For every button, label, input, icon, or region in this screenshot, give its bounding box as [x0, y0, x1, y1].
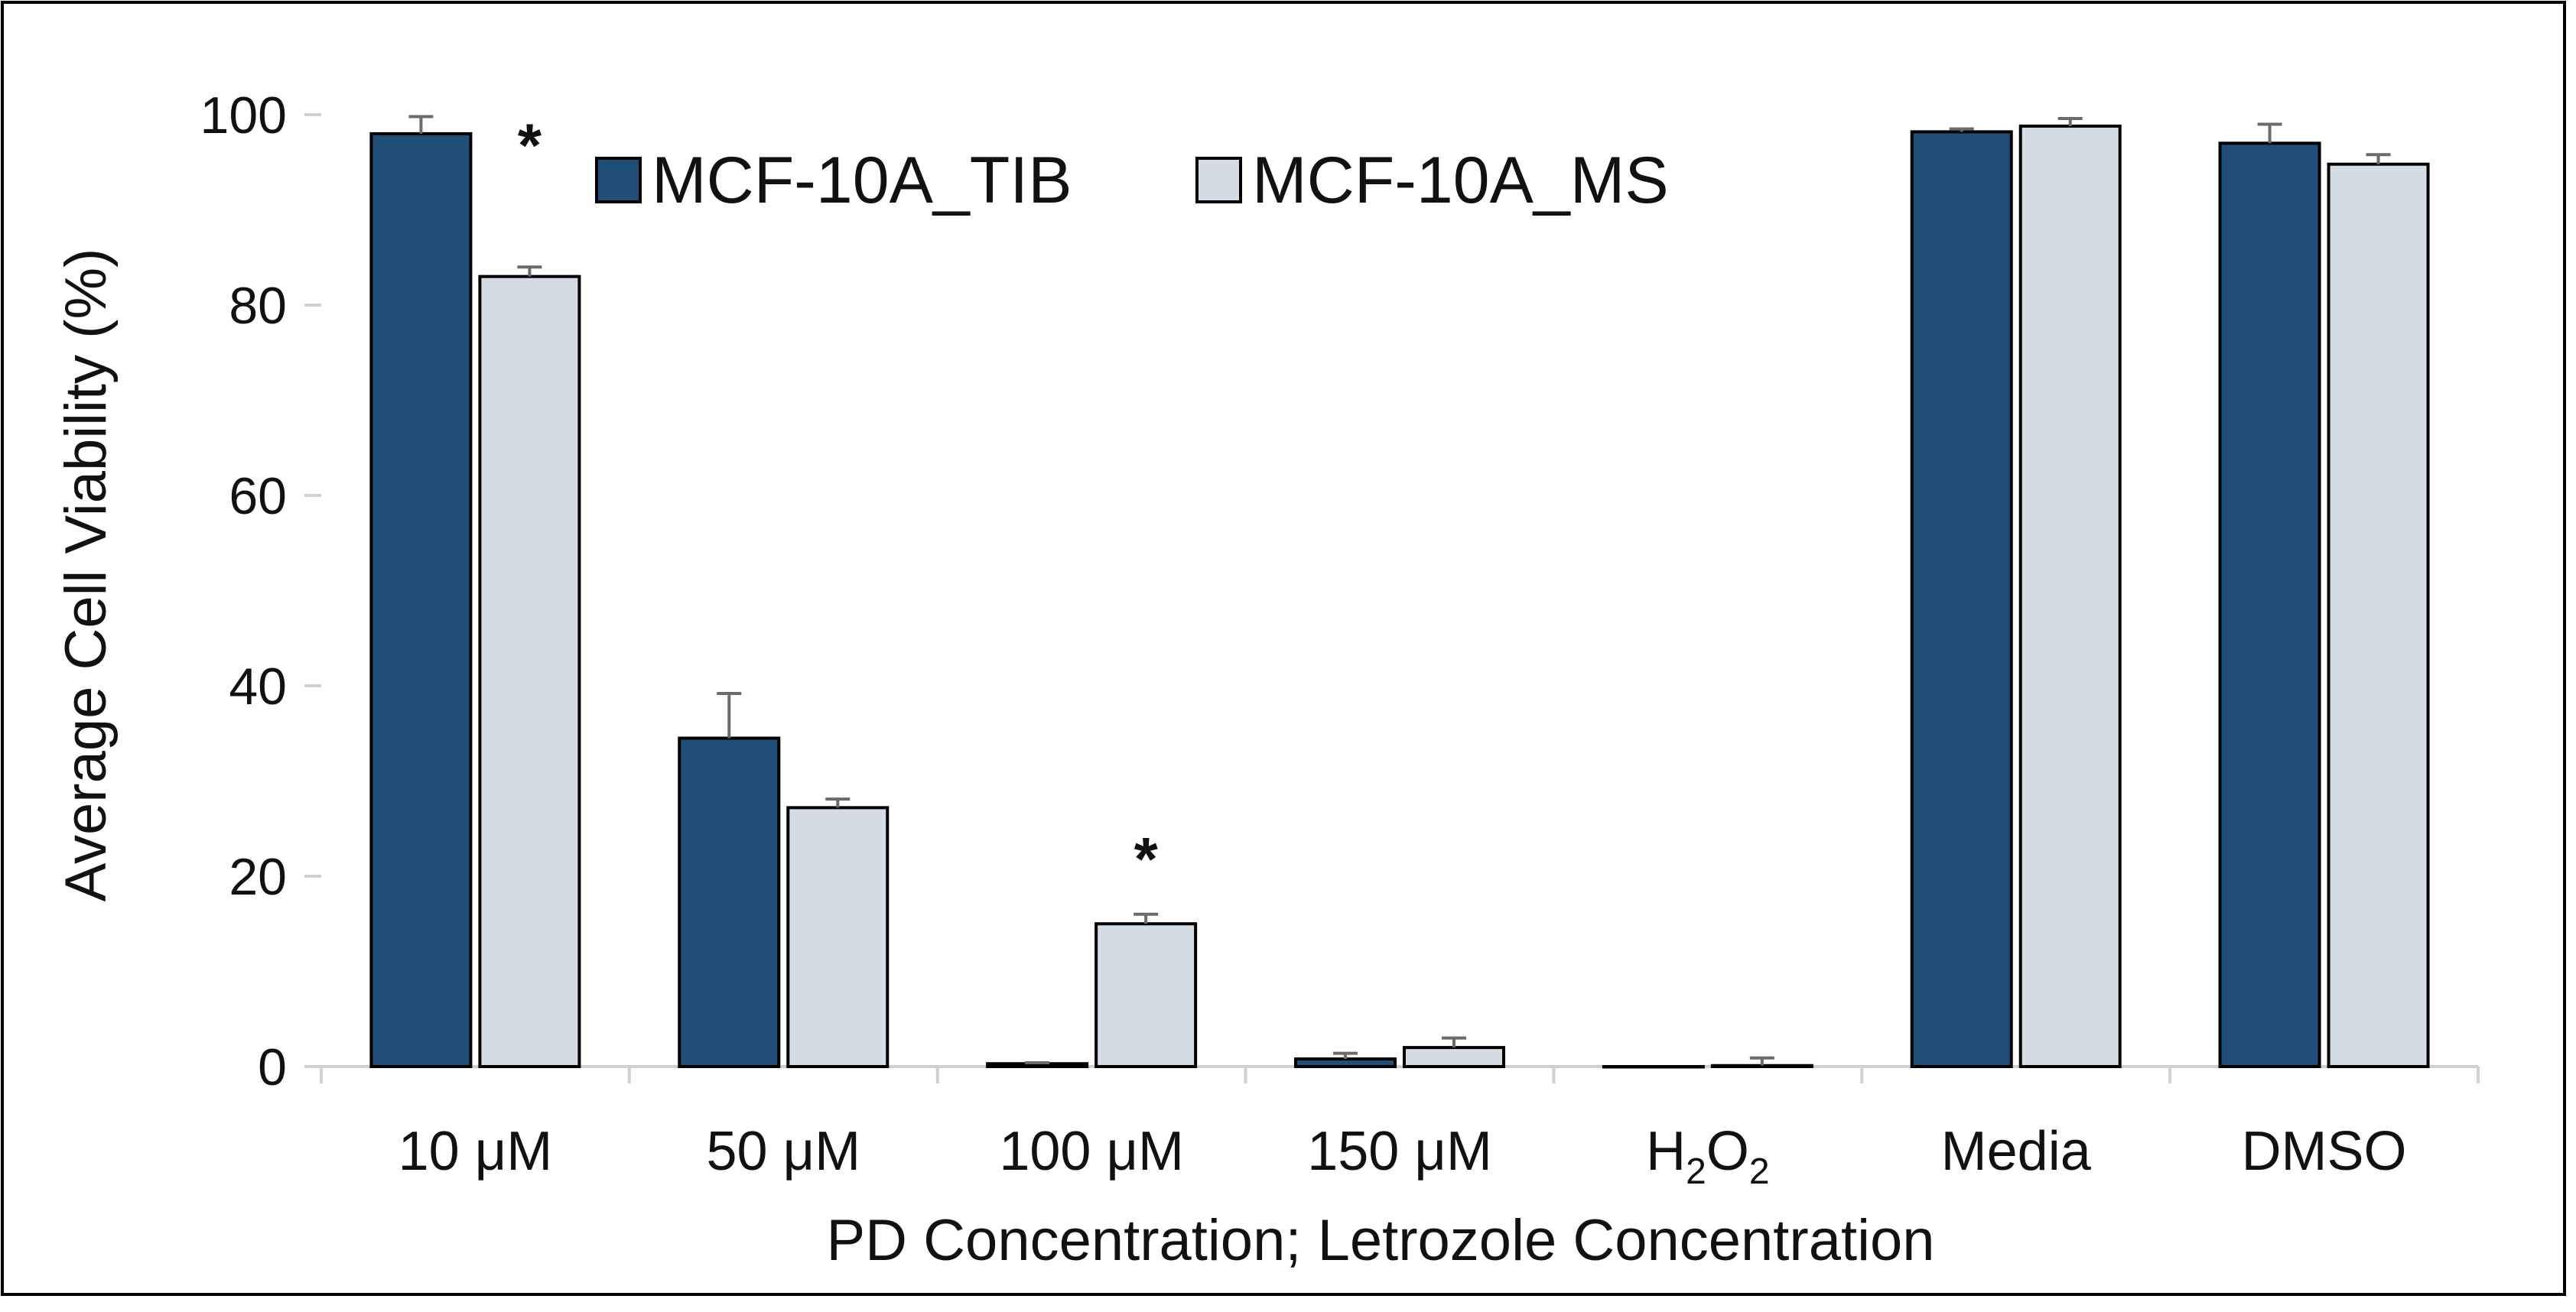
- significance-marker: *: [518, 111, 542, 179]
- bar-ms: [1403, 1046, 1505, 1068]
- bar-ms: [786, 806, 890, 1068]
- y-tick-label: 0: [258, 1038, 287, 1096]
- x-tick-label: DMSO: [2242, 1121, 2407, 1182]
- bar-ms: [2327, 162, 2430, 1069]
- x-tick-label: H2O2: [1646, 1121, 1769, 1192]
- legend-label-tib: MCF-10A_TIB: [652, 144, 1072, 217]
- significance-marker: *: [1134, 825, 1159, 893]
- bar-ms: [1710, 1064, 1813, 1069]
- y-tick-label: 40: [229, 658, 287, 716]
- legend-label-ms: MCF-10A_MS: [1252, 144, 1669, 217]
- legend-swatch-ms: [1195, 157, 1242, 203]
- bar-ms: [1094, 922, 1198, 1068]
- legend-swatch-tib: [595, 157, 642, 203]
- bar-ms: [2018, 124, 2122, 1069]
- x-tick-label: Media: [1941, 1121, 2092, 1182]
- plot-area: 0 20 40 60 80 100 10 μM 50 μM 100 μM 150 μM H2O2 Me…: [200, 86, 2480, 1192]
- bar-tib: [1294, 1057, 1397, 1069]
- y-tick-label: 100: [200, 86, 287, 145]
- y-tick-label: 80: [229, 277, 287, 335]
- y-tick-label: 20: [229, 848, 287, 906]
- y-axis-title: Average Cell Viability (%): [54, 248, 119, 902]
- bar-tib: [369, 132, 473, 1068]
- x-tick-label: 10 μM: [398, 1121, 553, 1182]
- bar-tib: [2218, 141, 2321, 1069]
- y-tick-label: 60: [229, 467, 287, 525]
- x-tick-label: 150 μM: [1307, 1121, 1492, 1182]
- bar-tib: [678, 736, 781, 1068]
- x-axis-title: PD Concentration; Letrozole Concentratio…: [826, 1208, 1934, 1273]
- x-tick-label: 50 μM: [707, 1121, 861, 1182]
- bar-ms: [478, 274, 581, 1068]
- x-tick-label: 100 μM: [999, 1121, 1184, 1182]
- legend: MCF-10A_TIB MCF-10A_MS: [595, 144, 1669, 217]
- bar-tib: [1910, 130, 2013, 1068]
